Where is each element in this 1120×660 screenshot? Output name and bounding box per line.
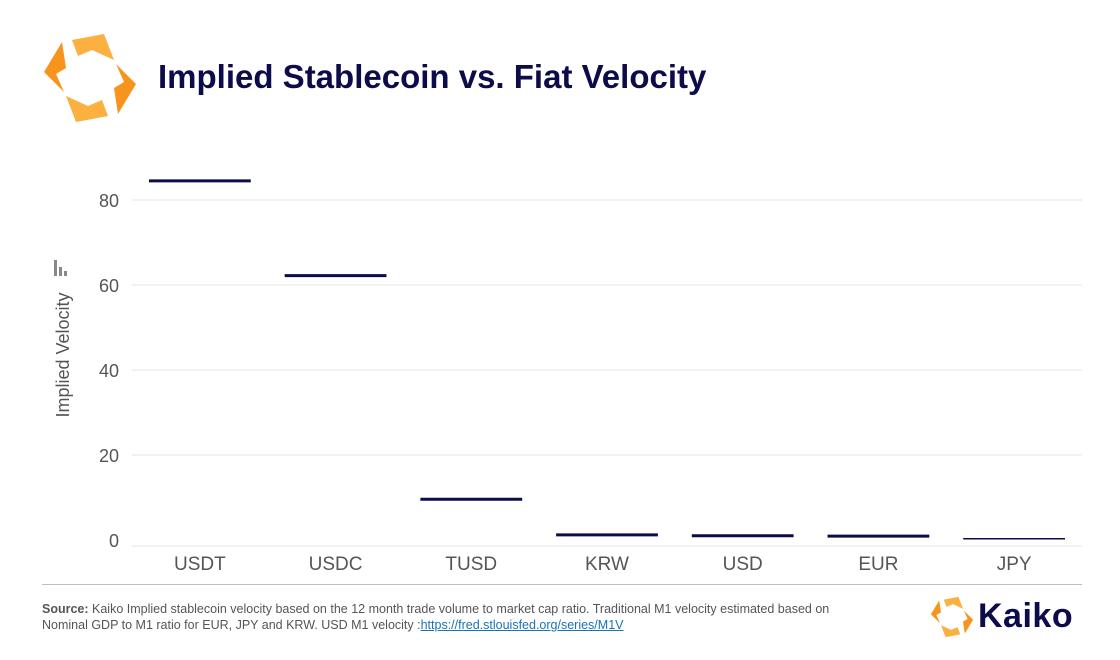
kaiko-brand: Kaiko [930,596,1100,638]
x-tick-label: KRW [585,554,629,575]
source-label: Source: [42,602,89,616]
x-tick-label: TUSD [445,554,497,575]
y-tick-label: 20 [99,446,119,466]
y-axis-label: Implied Velocity [53,292,73,417]
y-tick-label: 80 [99,191,119,211]
bar-chart-icon [54,260,67,276]
y-tick-label: 0 [109,531,119,551]
x-tick-labels: USDT USDC TUSD KRW USD EUR JPY [174,554,1032,575]
page-title: Implied Stablecoin vs. Fiat Velocity [158,58,707,95]
source-note: Source: Kaiko Implied stablecoin velocit… [42,601,872,633]
y-tick-labels: 0 20 40 60 80 [99,191,119,551]
x-tick-label: USDC [309,554,363,575]
x-tick-label: EUR [858,554,898,575]
x-tick-label: USDT [174,554,226,575]
source-link[interactable]: https://fred.stlouisfed.org/series/M1V [420,618,624,632]
y-tick-label: 40 [99,361,119,381]
velocity-chart: 0 20 40 60 80 USDT USDC TUSD KRW USD EUR JPY Impli… [53,179,1082,575]
x-tick-label: USD [723,554,763,575]
kaiko-brand-icon [930,596,974,638]
kaiko-logo-icon [44,34,136,122]
brand-name: Kaiko [978,597,1074,635]
footer-divider [42,584,1082,585]
y-tick-label: 60 [99,276,119,296]
bar-marks [148,179,1066,540]
source-text: Kaiko Implied stablecoin velocity based … [42,602,830,632]
gridlines [132,199,1082,547]
x-tick-label: JPY [997,554,1032,575]
